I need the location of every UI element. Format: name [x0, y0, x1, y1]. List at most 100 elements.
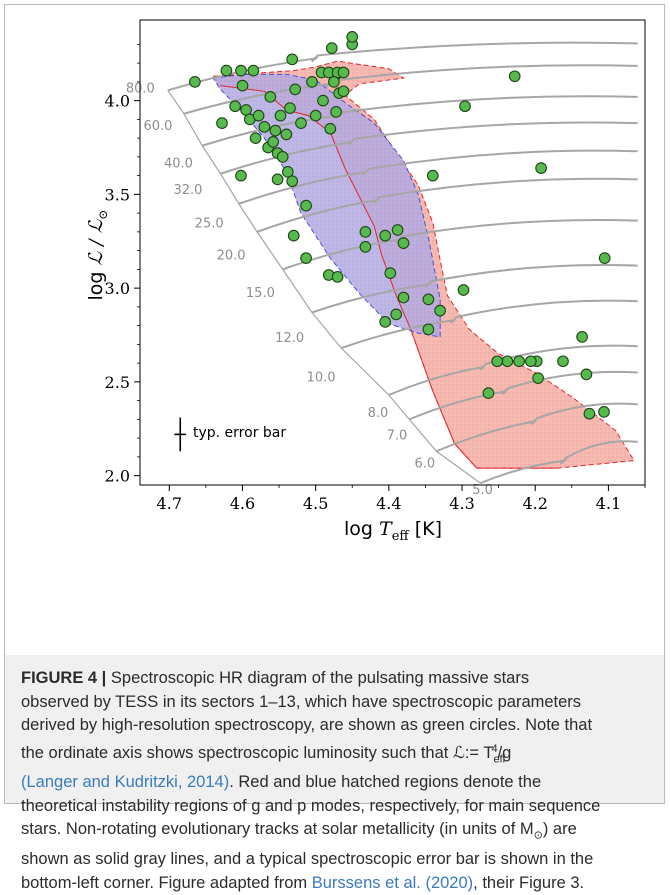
evolutionary-track — [436, 402, 638, 453]
star-point — [397, 291, 410, 304]
y-tick-label: 3.5 — [105, 185, 130, 204]
star-point — [359, 226, 372, 238]
star-point — [309, 109, 322, 122]
star-point — [532, 372, 544, 384]
star-point — [330, 106, 342, 118]
star-point — [325, 42, 338, 54]
caption-text: stars. Non-rotating evolutionary tracks … — [21, 820, 534, 839]
star-point — [267, 136, 280, 148]
caption-reference-link[interactable]: Burssens et al. (2020) — [311, 873, 474, 892]
caption-line: FIGURE 4 | Spectroscopic HR diagram of t… — [21, 667, 648, 691]
star-point — [328, 76, 340, 88]
star-point — [391, 224, 404, 236]
track-mass-label: 15.0 — [246, 286, 275, 301]
caption-reference-link[interactable]: (Langer and Kudritzki, 2014) — [21, 773, 230, 792]
star-point — [384, 267, 397, 279]
star-point — [274, 109, 287, 122]
y-axis-label: log ℒ / ℒ⊙ — [85, 210, 110, 301]
track-mass-label: 6.0 — [414, 457, 435, 472]
evolutionary-track — [340, 299, 638, 350]
figure-frame — [4, 4, 665, 804]
star-point — [513, 355, 525, 368]
caption-text: eff — [493, 752, 506, 765]
evolutionary-track — [282, 218, 638, 271]
caption-text: 4 — [491, 742, 498, 755]
evolutionary-track — [220, 121, 638, 175]
y-tick-label: 4.0 — [105, 92, 130, 111]
star-point — [434, 304, 446, 317]
star-point — [258, 121, 271, 133]
caption-text: theoretical instability regions of g and… — [21, 796, 601, 815]
track-mass-label: 20.0 — [217, 248, 246, 263]
caption-line: bottom-left corner. Figure adapted from … — [21, 872, 648, 895]
x-tick-label: 4.7 — [157, 494, 182, 513]
star-point — [295, 117, 307, 129]
star-point — [457, 284, 470, 296]
star-point — [580, 368, 593, 381]
track-mass-label: 25.0 — [195, 217, 224, 232]
star-point — [337, 66, 350, 79]
caption-text: ) are — [542, 820, 577, 839]
star-point — [300, 252, 312, 264]
star-point — [379, 316, 392, 328]
star-point — [583, 407, 596, 420]
star-point — [426, 169, 439, 182]
caption-text: shown as solid gray lines, and a typical… — [21, 850, 594, 869]
evolutionary-track — [201, 95, 638, 147]
star-point — [337, 85, 350, 98]
caption-text: the ordinate axis shows spectroscopic lu… — [21, 743, 494, 762]
star-point — [216, 117, 228, 129]
star-point — [300, 199, 312, 212]
star-point — [235, 64, 247, 77]
star-point — [346, 31, 359, 43]
caption-text: derived by high-resolution spectroscopy,… — [21, 716, 593, 734]
track-mass-label: 8.0 — [368, 406, 389, 421]
caption-line: observed by TESS in its sectors 1–13, wh… — [21, 691, 648, 715]
star-point — [508, 70, 521, 83]
figure-caption: FIGURE 4 | Spectroscopic HR diagram of t… — [5, 655, 664, 892]
star-point — [284, 102, 296, 114]
star-point — [482, 387, 495, 399]
hr-diagram: 80.060.040.032.025.020.015.012.010.08.07… — [85, 19, 646, 544]
star-point — [264, 91, 277, 103]
star-point — [501, 355, 514, 368]
star-point — [280, 128, 293, 141]
evolutionary-track — [479, 440, 638, 485]
star-point — [286, 53, 299, 66]
star-point — [598, 252, 611, 264]
star-point — [281, 166, 294, 178]
star-point — [598, 406, 610, 418]
caption-text: , their Figure 3. — [473, 873, 585, 892]
evolutionary-track — [238, 149, 638, 205]
star-point — [317, 94, 329, 107]
y-tick-label: 2.0 — [105, 467, 130, 486]
evolutionary-track — [311, 263, 638, 314]
caption-text: observed by TESS in its sectors 1–13, wh… — [21, 692, 582, 711]
track-mass-label: 10.0 — [307, 370, 336, 385]
caption-text: Spectroscopic HR diagram of the pulsatin… — [110, 669, 530, 687]
star-point — [535, 162, 547, 174]
y-tick-label: 2.5 — [105, 373, 130, 392]
star-point — [359, 241, 372, 253]
error-bar-label: typ. error bar — [193, 425, 286, 441]
x-tick-label: 4.2 — [522, 494, 547, 513]
star-point — [247, 64, 260, 77]
star-point — [271, 173, 284, 186]
star-point — [422, 323, 435, 336]
star-point — [524, 355, 537, 368]
caption-text: bottom-left corner. Figure adapted from — [21, 873, 312, 892]
star-point — [491, 355, 504, 368]
star-point — [379, 229, 392, 242]
star-point — [557, 355, 569, 368]
star-point — [236, 79, 249, 92]
caption-text: . Red and blue hatched regions denote th… — [229, 773, 542, 792]
x-axis-label: log Teff [K] — [344, 518, 442, 544]
star-point — [324, 122, 337, 135]
track-mass-label: 12.0 — [275, 331, 304, 346]
zams-line — [167, 89, 481, 484]
x-tick-label: 4.6 — [230, 494, 255, 513]
caption-figure-label: FIGURE 4 | — [21, 669, 111, 687]
caption-line: stars. Non-rotating evolutionary tracks … — [21, 818, 648, 848]
star-point — [235, 169, 247, 182]
star-point — [331, 271, 344, 283]
